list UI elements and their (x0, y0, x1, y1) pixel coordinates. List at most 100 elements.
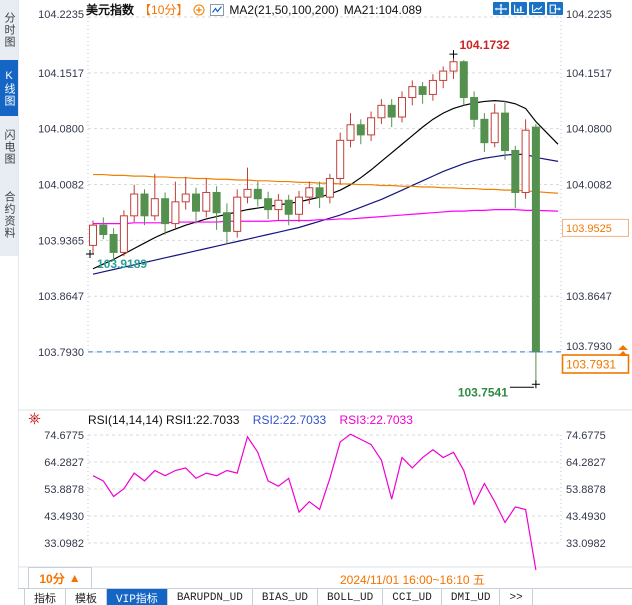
sidebar-item-2[interactable]: K线图 (0, 60, 18, 116)
candle-body (387, 104, 396, 118)
main-y-tick-left: 103.9365 (38, 235, 84, 247)
main-y-tick-right: 104.0082 (566, 180, 612, 192)
candle-body (531, 126, 540, 353)
indicator-tab-3[interactable]: VIP指标 (107, 589, 168, 605)
candle-body (192, 193, 200, 212)
main-y-tick-left: 104.1517 (38, 68, 84, 80)
period-label: 【10分】 (139, 3, 189, 17)
exit-chart-icon[interactable] (547, 2, 563, 15)
side-price-label: 103.9525 (566, 223, 612, 235)
rsi-y-tick-right: 33.0982 (566, 538, 606, 550)
candle-body (449, 61, 458, 72)
rsi-line (92, 433, 537, 571)
rsi-y-tick-left: 33.0982 (44, 538, 84, 550)
sidebar-item-3[interactable]: 闪电图 (0, 118, 18, 175)
indicator-tab-6[interactable]: BOLL_UD (318, 589, 384, 605)
rsi-pane: 74.6775 74.6775 64.2827 64.2827 53.8878 53.88… (44, 430, 606, 571)
rsi-y-tick-left: 74.6775 (44, 430, 84, 442)
main-y-tick-left: 104.2235 (38, 9, 84, 21)
candle-body (470, 97, 479, 120)
candle-body (521, 129, 530, 193)
indicator-tab-2[interactable]: 模板 (66, 589, 107, 605)
main-y-tick-right: 104.2235 (566, 9, 612, 21)
indicator-tab-7[interactable]: CCI_UD (383, 589, 442, 605)
main-y-tick-left: 104.0082 (38, 180, 84, 192)
period-selector-dropdown[interactable]: 10分 ▲ (28, 567, 92, 588)
low-price-label: 103.7541 (458, 385, 508, 399)
price-up-arrow-icon (618, 345, 628, 356)
rsi-y-tick-right: 53.8878 (566, 484, 606, 496)
candle-body (315, 187, 324, 198)
range-low-label: 103.9189 (97, 257, 147, 271)
rsi-y-tick-left: 43.4930 (44, 511, 84, 523)
ma-group-label: MA2(21,50,100,200) (229, 2, 339, 17)
main-y-tick-left: 104.0800 (38, 124, 84, 136)
add-indicator-icon[interactable] (193, 4, 205, 16)
rsi-y-tick-left: 53.8878 (44, 484, 84, 496)
candle-body (418, 86, 427, 95)
candle-body (284, 199, 293, 215)
ma-line-ma100 (93, 173, 559, 194)
last-price-label: 103.7931 (566, 358, 616, 372)
main-y-tick-right: 104.0800 (566, 124, 612, 136)
candle-body (171, 201, 180, 225)
candle-body (501, 112, 509, 151)
candle-body (295, 196, 303, 215)
rsi-y-tick-left: 64.2827 (44, 457, 84, 469)
candle-body (253, 188, 262, 200)
symbol-name: 美元指数 (86, 3, 135, 17)
candle-body (222, 212, 231, 232)
candle-body (439, 70, 448, 81)
chart-toolbar (493, 2, 563, 15)
candle-body (130, 193, 139, 217)
candle-body (480, 118, 489, 144)
last-price-box (561, 354, 630, 374)
candle-body (398, 97, 406, 118)
indicator-tab-1[interactable]: 指标 (24, 589, 66, 605)
candle-body (511, 149, 520, 193)
indicator-marker-icon[interactable] (28, 412, 41, 430)
rsi-y-tick-right: 64.2827 (566, 457, 606, 469)
candle-body (408, 86, 417, 99)
chart-type-sidebar: 分时图 K线图闪电图合约资料 (0, 0, 19, 605)
main-y-tick-right: 104.1517 (566, 68, 612, 80)
candle-body (367, 117, 376, 136)
axis-line-icon[interactable] (529, 2, 545, 15)
candle-body (212, 191, 221, 214)
candle-body (109, 233, 118, 253)
candle-body (274, 199, 283, 211)
indicator-tab-8[interactable]: DMI_UD (442, 589, 501, 605)
sidebar-item-4[interactable]: 合约资料 (0, 177, 18, 253)
period-selector-label: 10分 (39, 571, 65, 586)
candle-body (346, 124, 355, 141)
main-y-tick-left: 103.8647 (38, 291, 84, 303)
main-y-tick-left: 103.7930 (38, 347, 84, 359)
indicator-tab-5[interactable]: BIAS_UD (253, 589, 319, 605)
candle-body (99, 224, 108, 235)
candle-body (202, 191, 211, 212)
pan-crosshair-icon[interactable] (493, 2, 509, 15)
ma-line-ma50 (92, 153, 559, 275)
axis-bars-icon[interactable] (511, 2, 527, 15)
rsi2-label: RSI2:22.7033 (252, 413, 327, 427)
indicator-tab-9[interactable]: >> (500, 589, 533, 605)
candle-body (119, 215, 128, 253)
ma-chart-icon (210, 3, 225, 16)
candle-body (264, 198, 273, 211)
sidebar-item-1[interactable]: 分时图 (0, 1, 18, 58)
main-gridlines: 104.2235 104.2235 104.1517 104.1517 104.0800… (38, 9, 612, 359)
indicator-tab-4[interactable]: BARUPDN_UD (168, 589, 253, 605)
candle-body (89, 224, 97, 246)
candle-body (490, 112, 499, 144)
candle-body (140, 193, 149, 217)
ma-current-label: MA21:104.089 (343, 2, 422, 17)
candle-body (161, 198, 170, 225)
candle-body (336, 139, 345, 179)
rsi-y-tick-right: 74.6775 (566, 430, 606, 442)
rsi-y-tick-right: 43.4930 (566, 511, 606, 523)
candle-body (243, 188, 252, 198)
candle-body (305, 187, 314, 198)
rsi-params-label: RSI(14,14,14) RSI1:22.7033 (88, 413, 240, 427)
